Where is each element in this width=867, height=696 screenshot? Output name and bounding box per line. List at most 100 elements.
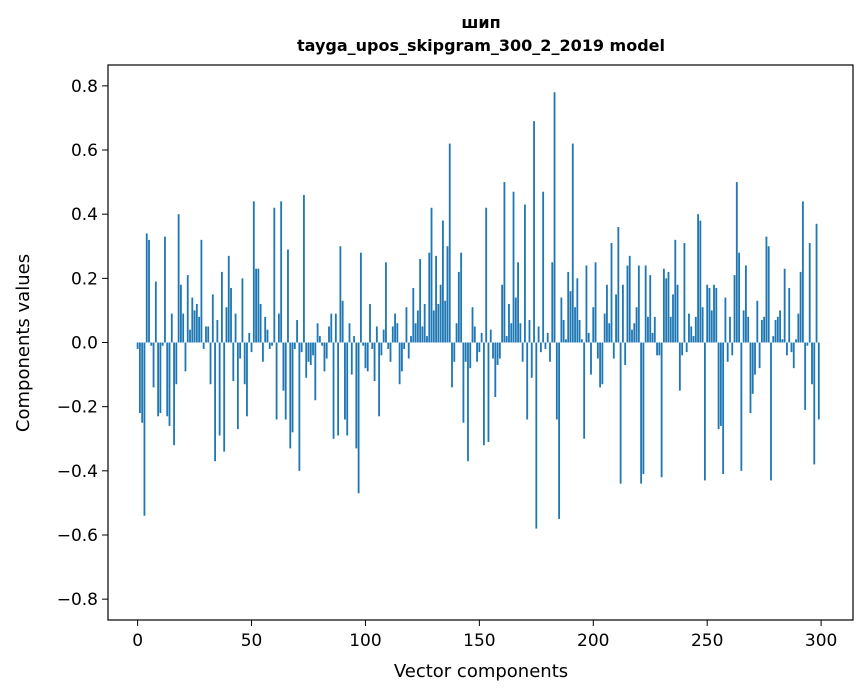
bar-235 — [672, 294, 674, 343]
bar-106 — [378, 342, 381, 417]
bar-224 — [647, 316, 649, 343]
bar-63 — [280, 201, 283, 343]
bar-179 — [544, 342, 547, 349]
bar-72 — [300, 342, 303, 353]
bar-89 — [339, 246, 342, 343]
bar-270 — [751, 342, 754, 394]
bar-121 — [412, 287, 415, 343]
bar-38 — [223, 342, 226, 452]
bar-285 — [786, 342, 788, 356]
bar-171 — [526, 342, 529, 420]
bar-126 — [423, 304, 426, 343]
bar-28 — [200, 239, 203, 343]
bar-198 — [587, 332, 590, 343]
bar-268 — [747, 316, 750, 343]
bar-69 — [293, 342, 296, 349]
bar-156 — [492, 342, 494, 359]
bar-134 — [442, 220, 444, 343]
bar-141 — [457, 271, 460, 343]
bar-204 — [601, 342, 604, 385]
bar-80 — [318, 336, 321, 343]
bar-189 — [567, 271, 570, 343]
bar-287 — [790, 342, 793, 353]
bar-111 — [389, 342, 392, 362]
bar-34 — [214, 342, 216, 462]
bar-23 — [189, 329, 191, 343]
bar-294 — [806, 342, 809, 346]
bar-40 — [227, 255, 230, 343]
bar-86 — [332, 342, 335, 439]
bar-70 — [296, 320, 299, 343]
bar-115 — [398, 342, 401, 385]
bar-272 — [756, 300, 759, 343]
bar-148 — [473, 326, 476, 343]
bar-6 — [150, 342, 153, 346]
x-tick-label: 250 — [691, 631, 723, 651]
bar-135 — [444, 300, 447, 343]
bar-122 — [414, 323, 417, 343]
bar-223 — [644, 265, 647, 343]
bar-96 — [355, 342, 358, 449]
bar-132 — [437, 304, 440, 343]
bar-125 — [421, 326, 424, 343]
bar-266 — [742, 310, 745, 343]
bar-12 — [164, 236, 166, 343]
bar-242 — [688, 313, 690, 343]
bar-120 — [410, 336, 412, 343]
bar-175 — [535, 342, 538, 529]
bar-216 — [628, 255, 631, 343]
bar-187 — [562, 320, 565, 343]
x-tick-label: 0 — [132, 631, 143, 651]
y-tick-label: −0.8 — [57, 590, 98, 610]
bar-84 — [328, 326, 330, 343]
bar-71 — [298, 342, 301, 471]
bar-212 — [619, 342, 622, 484]
bar-137 — [448, 143, 451, 343]
bar-267 — [745, 265, 747, 343]
bar-53 — [257, 268, 260, 343]
bar-10 — [159, 342, 162, 414]
bar-281 — [776, 316, 779, 343]
bar-92 — [346, 342, 349, 436]
bar-259 — [726, 342, 729, 362]
bar-181 — [549, 342, 551, 362]
bar-97 — [357, 342, 360, 494]
bar-194 — [578, 320, 581, 343]
bar-46 — [241, 278, 244, 343]
bar-150 — [478, 342, 481, 353]
bar-164 — [510, 323, 513, 343]
bar-49 — [248, 332, 251, 343]
bar-123 — [416, 310, 419, 343]
y-axis-label: Components values — [13, 254, 34, 432]
bar-280 — [774, 320, 777, 343]
bar-78 — [314, 342, 317, 401]
bar-178 — [542, 191, 545, 343]
bar-100 — [364, 342, 367, 369]
bar-174 — [533, 121, 535, 343]
bar-152 — [483, 342, 485, 446]
bar-98 — [359, 252, 362, 343]
bar-291 — [799, 271, 802, 343]
bar-233 — [667, 271, 670, 343]
bar-25 — [193, 310, 196, 343]
bar-199 — [590, 342, 592, 375]
bar-128 — [428, 252, 431, 343]
bar-275 — [763, 316, 766, 343]
bar-247 — [699, 220, 702, 343]
bar-297 — [813, 342, 816, 465]
bar-172 — [528, 320, 531, 343]
bar-146 — [469, 342, 472, 369]
bar-200 — [592, 307, 595, 343]
bar-48 — [246, 342, 248, 417]
bar-77 — [312, 342, 314, 356]
bar-165 — [512, 191, 515, 343]
bar-103 — [371, 342, 374, 349]
bar-144 — [464, 342, 467, 362]
bar-221 — [640, 342, 643, 484]
y-tick-label: −0.6 — [57, 526, 98, 546]
bar-73 — [303, 194, 305, 343]
bar-66 — [287, 249, 289, 343]
chart-title-word: шип — [461, 13, 500, 32]
bar-90 — [341, 300, 344, 343]
bar-262 — [733, 275, 736, 343]
